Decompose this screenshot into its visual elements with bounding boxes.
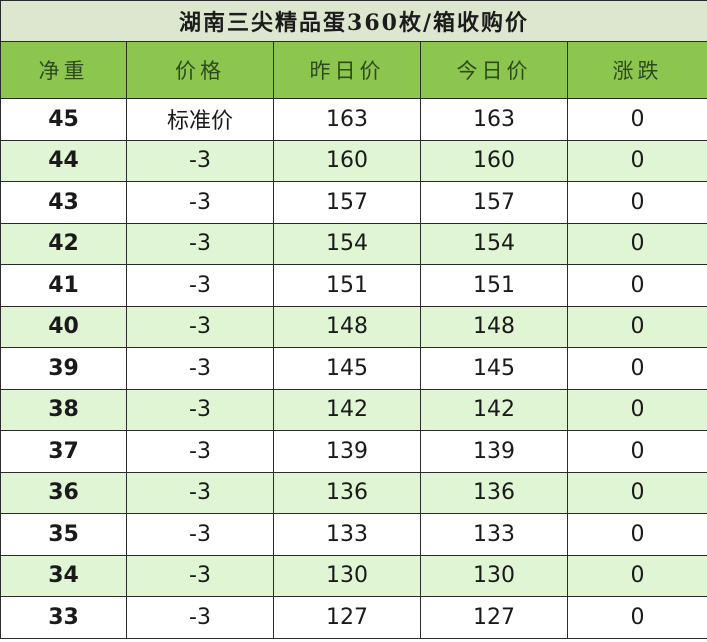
yesterday-price-cell: 136 <box>273 471 421 514</box>
change-cell: 0 <box>566 305 707 348</box>
change-cell: 0 <box>566 347 707 390</box>
today-price-cell: 127 <box>420 596 568 639</box>
change-cell: 0 <box>566 513 707 556</box>
today-price-cell: 151 <box>420 264 568 307</box>
price-cell: -3 <box>126 181 274 224</box>
today-price-cell: 139 <box>420 430 568 473</box>
price-cell: -3 <box>126 222 274 265</box>
weight-cell: 37 <box>0 430 127 473</box>
change-cell: 0 <box>566 139 707 182</box>
today-price-cell: 154 <box>420 222 568 265</box>
price-cell: 标准价 <box>126 98 274 141</box>
weight-cell: 45 <box>0 98 127 141</box>
weight-cell: 42 <box>0 222 127 265</box>
change-cell: 0 <box>566 264 707 307</box>
change-cell: 0 <box>566 98 707 141</box>
today-price-cell: 133 <box>420 513 568 556</box>
table-row: 42 -3 154 154 0 <box>0 222 707 265</box>
table-row: 39 -3 145 145 0 <box>0 347 707 390</box>
table-row: 41 -3 151 151 0 <box>0 264 707 307</box>
table-row: 40 -3 148 148 0 <box>0 305 707 348</box>
table-row: 36 -3 136 136 0 <box>0 471 707 514</box>
table-row: 37 -3 139 139 0 <box>0 430 707 473</box>
yesterday-price-cell: 127 <box>273 596 421 639</box>
yesterday-price-cell: 130 <box>273 554 421 597</box>
weight-cell: 39 <box>0 347 127 390</box>
weight-cell: 44 <box>0 139 127 182</box>
today-price-cell: 130 <box>420 554 568 597</box>
table-row: 38 -3 142 142 0 <box>0 388 707 431</box>
column-header-weight: 净重 <box>0 41 127 99</box>
price-cell: -3 <box>126 264 274 307</box>
today-price-cell: 136 <box>420 471 568 514</box>
change-cell: 0 <box>566 596 707 639</box>
today-price-cell: 148 <box>420 305 568 348</box>
change-cell: 0 <box>566 554 707 597</box>
table-row: 45 标准价 163 163 0 <box>0 98 707 141</box>
price-cell: -3 <box>126 139 274 182</box>
change-cell: 0 <box>566 388 707 431</box>
yesterday-price-cell: 157 <box>273 181 421 224</box>
yesterday-price-cell: 139 <box>273 430 421 473</box>
price-cell: -3 <box>126 305 274 348</box>
price-cell: -3 <box>126 596 274 639</box>
yesterday-price-cell: 151 <box>273 264 421 307</box>
price-cell: -3 <box>126 513 274 556</box>
weight-cell: 40 <box>0 305 127 348</box>
yesterday-price-cell: 154 <box>273 222 421 265</box>
table-row: 44 -3 160 160 0 <box>0 139 707 182</box>
table-row: 33 -3 127 127 0 <box>0 596 707 639</box>
yesterday-price-cell: 133 <box>273 513 421 556</box>
weight-cell: 36 <box>0 471 127 514</box>
weight-cell: 33 <box>0 596 127 639</box>
table-row: 43 -3 157 157 0 <box>0 181 707 224</box>
weight-cell: 41 <box>0 264 127 307</box>
table-row: 34 -3 130 130 0 <box>0 554 707 597</box>
weight-cell: 38 <box>0 388 127 431</box>
yesterday-price-cell: 145 <box>273 347 421 390</box>
price-cell: -3 <box>126 554 274 597</box>
change-cell: 0 <box>566 430 707 473</box>
today-price-cell: 145 <box>420 347 568 390</box>
weight-cell: 34 <box>0 554 127 597</box>
price-cell: -3 <box>126 388 274 431</box>
yesterday-price-cell: 148 <box>273 305 421 348</box>
today-price-cell: 142 <box>420 388 568 431</box>
yesterday-price-cell: 160 <box>273 139 421 182</box>
change-cell: 0 <box>566 181 707 224</box>
yesterday-price-cell: 142 <box>273 388 421 431</box>
column-header-price: 价格 <box>126 41 274 99</box>
change-cell: 0 <box>566 471 707 514</box>
today-price-cell: 157 <box>420 181 568 224</box>
table-row: 35 -3 133 133 0 <box>0 513 707 556</box>
price-cell: -3 <box>126 430 274 473</box>
column-header-change: 涨跌 <box>566 41 707 99</box>
column-header-today: 今日价 <box>420 41 568 99</box>
weight-cell: 43 <box>0 181 127 224</box>
today-price-cell: 160 <box>420 139 568 182</box>
change-cell: 0 <box>566 222 707 265</box>
today-price-cell: 163 <box>420 98 568 141</box>
column-header-yesterday: 昨日价 <box>273 41 421 99</box>
table-title: 湖南三尖精品蛋360枚/箱收购价 <box>0 0 707 42</box>
header-row: 净重 价格 昨日价 今日价 涨跌 <box>0 41 707 99</box>
weight-cell: 35 <box>0 513 127 556</box>
yesterday-price-cell: 163 <box>273 98 421 141</box>
price-cell: -3 <box>126 347 274 390</box>
price-cell: -3 <box>126 471 274 514</box>
